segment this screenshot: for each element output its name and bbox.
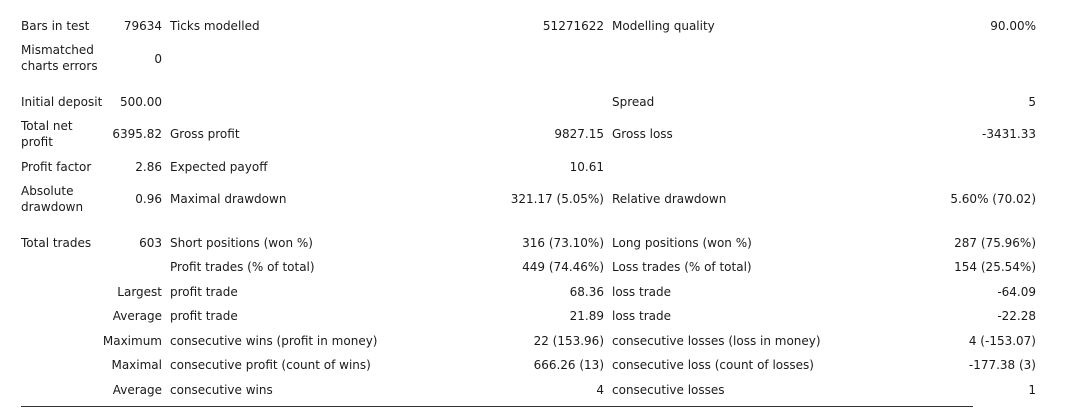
maximum-label: Maximum <box>102 334 162 348</box>
average-consecutive-losses-value: 1 <box>1028 383 1036 397</box>
ticks-modelled-label: Ticks modelled <box>170 19 260 33</box>
maximum-consecutive-losses-value: 4 (-153.07) <box>968 334 1036 348</box>
loss-trades-value: 154 (25.54%) <box>954 260 1036 274</box>
largest-profit-trade-value: 68.36 <box>569 285 604 299</box>
profit-trades-label: Profit trades (% of total) <box>170 260 315 274</box>
maximum-consecutive-wins-value: 22 (153.96) <box>533 334 604 348</box>
initial-deposit-label: Initial deposit <box>21 95 103 109</box>
maximum-consecutive-losses-label: consecutive losses (loss in money) <box>612 334 821 348</box>
relative-drawdown-label: Relative drawdown <box>612 192 727 206</box>
average-consecutive-losses-label: consecutive losses <box>612 383 725 397</box>
average-loss-trade-label: loss trade <box>612 309 671 323</box>
gross-loss-label: Gross loss <box>612 127 673 141</box>
absolute-drawdown-label: Absolute drawdown <box>21 184 84 214</box>
loss-trades-label: Loss trades (% of total) <box>612 260 752 274</box>
profit-factor-value: 2.86 <box>135 160 162 174</box>
average-label: Average <box>112 309 162 323</box>
short-positions-value: 316 (73.10%) <box>522 236 604 250</box>
ticks-modelled-value: 51271622 <box>542 19 604 33</box>
mismatched-charts-errors-value: 0 <box>154 52 162 66</box>
maximal-consecutive-loss-label: consecutive loss (count of losses) <box>612 358 814 372</box>
gross-profit-label: Gross profit <box>170 127 240 141</box>
initial-deposit-value: 500.00 <box>120 95 162 109</box>
maximal-consecutive-profit-value: 666.26 (13) <box>533 358 604 372</box>
total-net-profit-label: Total net profit <box>21 119 73 149</box>
profit-trades-value: 449 (74.46%) <box>522 260 604 274</box>
total-trades-value: 603 <box>139 236 162 250</box>
total-net-profit-value: 6395.82 <box>112 127 162 141</box>
gross-profit-value: 9827.15 <box>554 127 604 141</box>
average-profit-trade-value: 21.89 <box>569 309 604 323</box>
profit-factor-label: Profit factor <box>21 160 92 174</box>
largest-loss-trade-label: loss trade <box>612 285 671 299</box>
expected-payoff-value: 10.61 <box>569 160 604 174</box>
largest-profit-trade-label: profit trade <box>170 285 238 299</box>
bars-in-test-value: 79634 <box>123 19 162 33</box>
average-consecutive-wins-value: 4 <box>596 383 604 397</box>
relative-drawdown-value: 5.60% (70.02) <box>950 192 1036 206</box>
bars-in-test-label: Bars in test <box>21 19 90 33</box>
absolute-drawdown-value: 0.96 <box>135 192 162 206</box>
modelling-quality-label: Modelling quality <box>612 19 715 33</box>
maximal-drawdown-value: 321.17 (5.05%) <box>510 192 604 206</box>
maximum-consecutive-wins-label: consecutive wins (profit in money) <box>170 334 378 348</box>
largest-label: Largest <box>117 285 162 299</box>
total-trades-label: Total trades <box>21 236 92 250</box>
average-profit-trade-label: profit trade <box>170 309 238 323</box>
maximal-consecutive-profit-label: consecutive profit (count of wins) <box>170 358 371 372</box>
average-consecutive-label: Average <box>112 383 162 397</box>
spread-label: Spread <box>612 95 655 109</box>
modelling-quality-value: 90.00% <box>990 19 1036 33</box>
long-positions-value: 287 (75.96%) <box>954 236 1036 250</box>
maximal-consecutive-loss-value: -177.38 (3) <box>968 358 1036 372</box>
average-consecutive-wins-label: consecutive wins <box>170 383 273 397</box>
maximal-drawdown-label: Maximal drawdown <box>170 192 287 206</box>
spread-value: 5 <box>1028 95 1036 109</box>
gross-loss-value: -3431.33 <box>982 127 1036 141</box>
long-positions-label: Long positions (won %) <box>612 236 752 250</box>
short-positions-label: Short positions (won %) <box>170 236 313 250</box>
bottom-divider <box>21 406 973 407</box>
largest-loss-trade-value: -64.09 <box>997 285 1036 299</box>
expected-payoff-label: Expected payoff <box>170 160 268 174</box>
mismatched-charts-errors-label: Mismatched charts errors <box>21 43 98 73</box>
maximal-label: Maximal <box>111 358 162 372</box>
average-loss-trade-value: -22.28 <box>997 309 1036 323</box>
